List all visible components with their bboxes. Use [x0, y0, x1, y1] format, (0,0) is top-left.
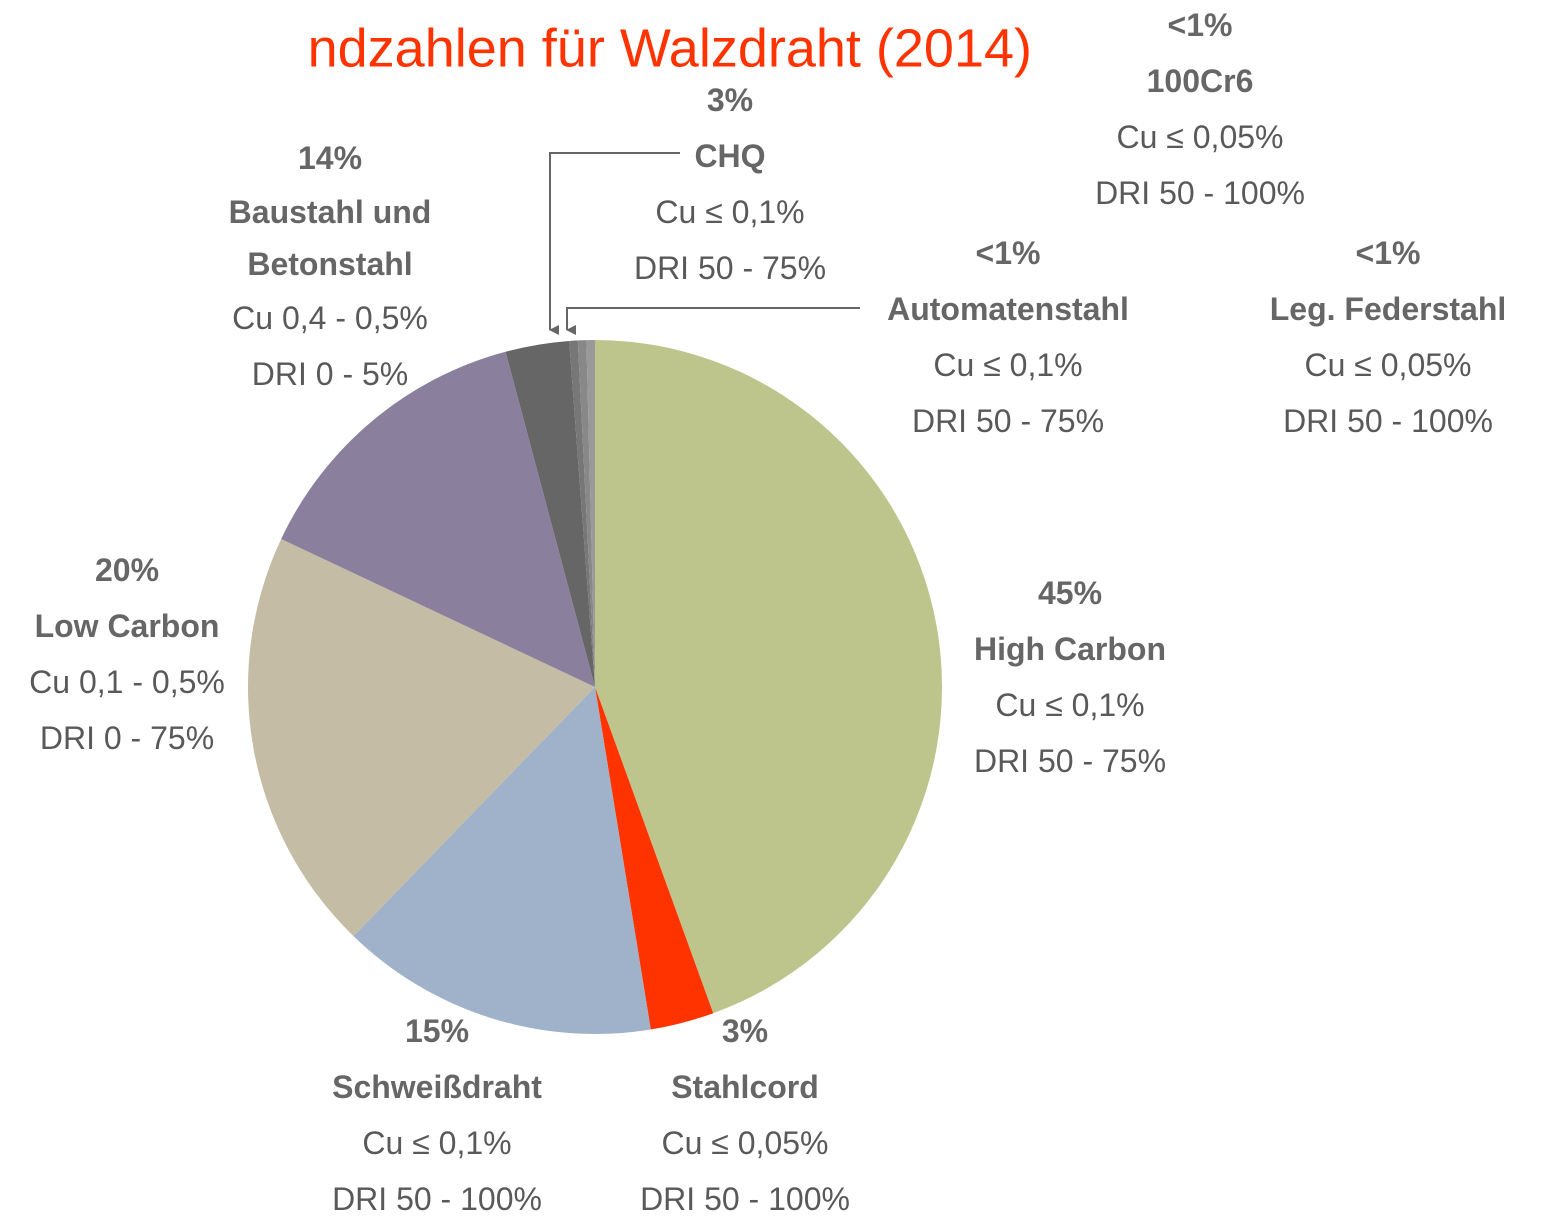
slice-label: 20% Low Carbon Cu 0,1 - 0,5% DRI 0 - 75% [29, 542, 225, 766]
slice-label: <1% Leg. Federstahl Cu ≤ 0,05% DRI 50 - 100… [1270, 225, 1507, 449]
cu-label: Cu ≤ 0,1% [655, 194, 805, 230]
value-label: 15% [404, 1013, 470, 1049]
slice-label: <1% Automatenstahl Cu ≤ 0,1% DRI 50 - 75% [887, 225, 1129, 449]
category-label: Schweißdraht [332, 1069, 542, 1105]
pie-slice [586, 340, 595, 687]
dri-label: DRI 0 - 5% [251, 356, 409, 392]
pie-slice [248, 538, 595, 937]
dri-label: DRI 50 - 75% [911, 403, 1105, 439]
cu-label: Cu ≤ 0,1% [995, 687, 1145, 723]
pie-slice [595, 687, 714, 1030]
leader-line [549, 152, 680, 335]
slice-label: 15% Schweißdraht Cu ≤ 0,1% DRI 50 - 100% [332, 1003, 542, 1227]
dri-label: DRI 0 - 75% [39, 720, 215, 756]
pie-slice [577, 340, 595, 687]
cu-label: Cu 0,1 - 0,5% [29, 664, 225, 700]
category-label: Stahlcord [671, 1069, 819, 1105]
value-label: 3% [706, 82, 754, 118]
cu-label: Cu ≤ 0,05% [1116, 119, 1284, 155]
pie-slice [595, 340, 942, 1014]
dri-label: DRI 50 - 75% [973, 743, 1167, 779]
cu-label: Cu ≤ 0,1% [933, 347, 1083, 383]
value-label: <1% [1355, 235, 1421, 271]
dri-label: DRI 50 - 75% [633, 250, 827, 286]
dri-label: DRI 50 - 100% [1283, 403, 1493, 439]
cu-label: Cu 0,4 - 0,5% [232, 300, 428, 336]
leader-line [566, 307, 860, 335]
cu-label: Cu ≤ 0,05% [1304, 347, 1472, 383]
slice-label: 3% Stahlcord Cu ≤ 0,05% DRI 50 - 100% [640, 1003, 850, 1227]
category-label: 100Cr6 [1146, 63, 1254, 99]
category-label: High Carbon [974, 631, 1166, 667]
pie-slice [353, 687, 651, 1034]
slice-label: 3% CHQ Cu ≤ 0,1% DRI 50 - 75% [634, 72, 826, 296]
slice-label: <1% 100Cr6 Cu ≤ 0,05% DRI 50 - 100% [1095, 0, 1305, 221]
cu-label: Cu ≤ 0,05% [661, 1125, 829, 1161]
pie-slice [505, 340, 595, 687]
chart-title: ndzahlen für Walzdraht (2014) [308, 18, 1032, 78]
pie-slice [281, 351, 595, 687]
pie-slice [569, 340, 595, 687]
value-label: 20% [94, 552, 160, 588]
slice-label: 14% Baustahl und Betonstahl Cu 0,4 - 0,5% D… [205, 130, 455, 402]
dri-label: DRI 50 - 100% [1095, 175, 1305, 211]
value-label: 3% [721, 1013, 769, 1049]
value-label: 45% [1037, 575, 1103, 611]
category-label: CHQ [694, 138, 766, 174]
dri-label: DRI 50 - 100% [332, 1181, 542, 1217]
value-label: <1% [1167, 7, 1233, 43]
category-label: Automatenstahl [887, 291, 1129, 327]
dri-label: DRI 50 - 100% [640, 1181, 850, 1217]
value-label: 14% [297, 140, 363, 176]
value-label: <1% [975, 235, 1041, 271]
slice-label: 45% High Carbon Cu ≤ 0,1% DRI 50 - 75% [974, 565, 1166, 789]
category-label: Baustahl und Betonstahl [228, 194, 432, 282]
category-label: Low Carbon [34, 608, 220, 644]
category-label: Leg. Federstahl [1269, 291, 1507, 327]
cu-label: Cu ≤ 0,1% [362, 1125, 512, 1161]
slices [248, 340, 942, 1034]
